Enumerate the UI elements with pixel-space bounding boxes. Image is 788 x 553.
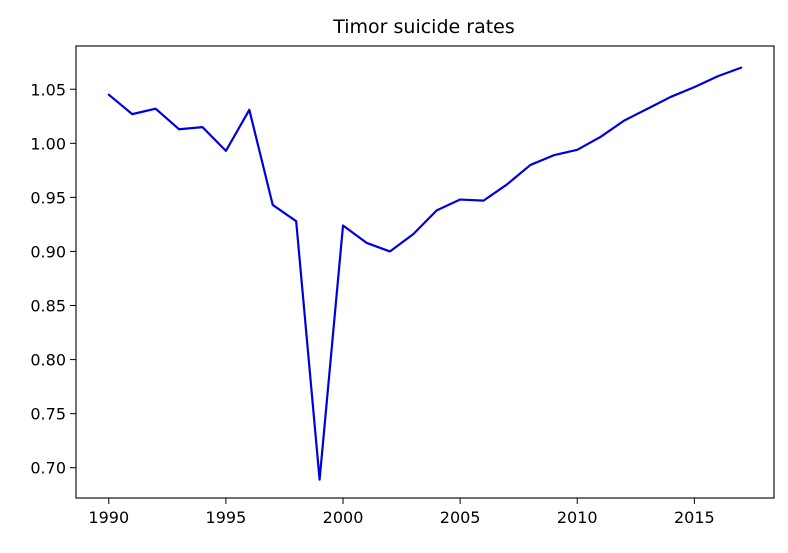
y-tick-label: 0.70 <box>30 459 66 478</box>
x-tick-label: 2015 <box>674 508 715 527</box>
y-tick-label: 1.05 <box>30 80 66 99</box>
plot-frame <box>75 45 775 499</box>
y-tick-label: 0.95 <box>30 188 66 207</box>
x-tick-label: 2000 <box>323 508 364 527</box>
x-tick-label: 2010 <box>557 508 598 527</box>
y-tick-label: 0.80 <box>30 351 66 370</box>
y-tick-label: 0.75 <box>30 405 66 424</box>
y-tick-label: 0.85 <box>30 297 66 316</box>
x-tick-label: 1990 <box>88 508 129 527</box>
x-tick-label: 2005 <box>440 508 481 527</box>
axes-layer: 1990 1995 2000 2005 2010 2015 0.70 0.75 0.80 0.85… <box>30 45 775 527</box>
y-tick-label: 1.00 <box>30 134 66 153</box>
series-layer <box>107 66 743 481</box>
y-tick-label: 0.90 <box>30 242 66 261</box>
x-tick-label: 1995 <box>206 508 247 527</box>
chart-title: Timor suicide rates <box>332 16 515 38</box>
series-line-0 <box>107 66 743 481</box>
